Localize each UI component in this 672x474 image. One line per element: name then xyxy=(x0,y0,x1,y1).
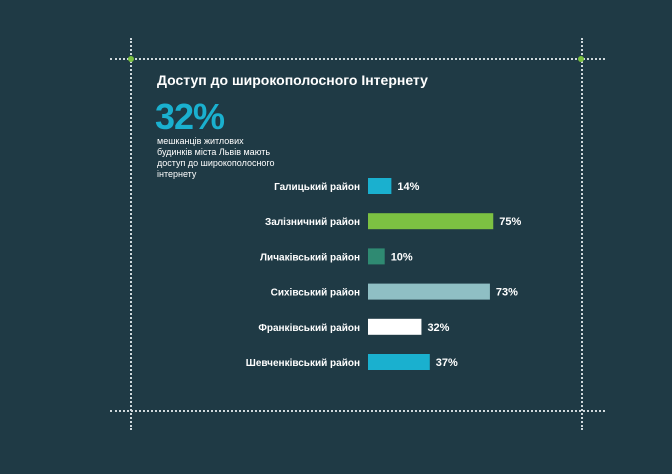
bar xyxy=(368,178,392,194)
headline-description: мешканців житлових будинків міста Львів … xyxy=(157,136,275,179)
value-label: 32% xyxy=(427,322,449,334)
bar xyxy=(368,318,422,335)
bar xyxy=(368,213,494,230)
value-label: 75% xyxy=(499,216,521,228)
left-corner-dot xyxy=(128,56,134,62)
category-label: Личаківський район xyxy=(260,252,360,263)
category-label: Франківський район xyxy=(258,323,360,334)
value-label: 37% xyxy=(436,357,458,369)
category-label: Залізничний район xyxy=(265,217,360,228)
top-guide-line xyxy=(110,58,605,60)
value-label: 14% xyxy=(397,181,419,193)
bar xyxy=(368,248,385,265)
category-label: Галицький район xyxy=(274,182,360,193)
category-label: Шевченківський район xyxy=(246,358,360,369)
headline-percentage: 32% xyxy=(155,96,225,137)
left-guide-line xyxy=(130,38,132,430)
chart-title: Доступ до широкополосного Інтернету xyxy=(157,72,428,88)
value-label: 73% xyxy=(496,287,518,299)
value-label: 10% xyxy=(391,251,413,263)
bar xyxy=(368,283,490,300)
category-label: Сихівський район xyxy=(271,288,360,299)
right-corner-dot xyxy=(578,56,584,62)
bottom-guide-line xyxy=(110,410,605,412)
right-guide-line xyxy=(581,38,583,430)
bar xyxy=(368,354,430,370)
